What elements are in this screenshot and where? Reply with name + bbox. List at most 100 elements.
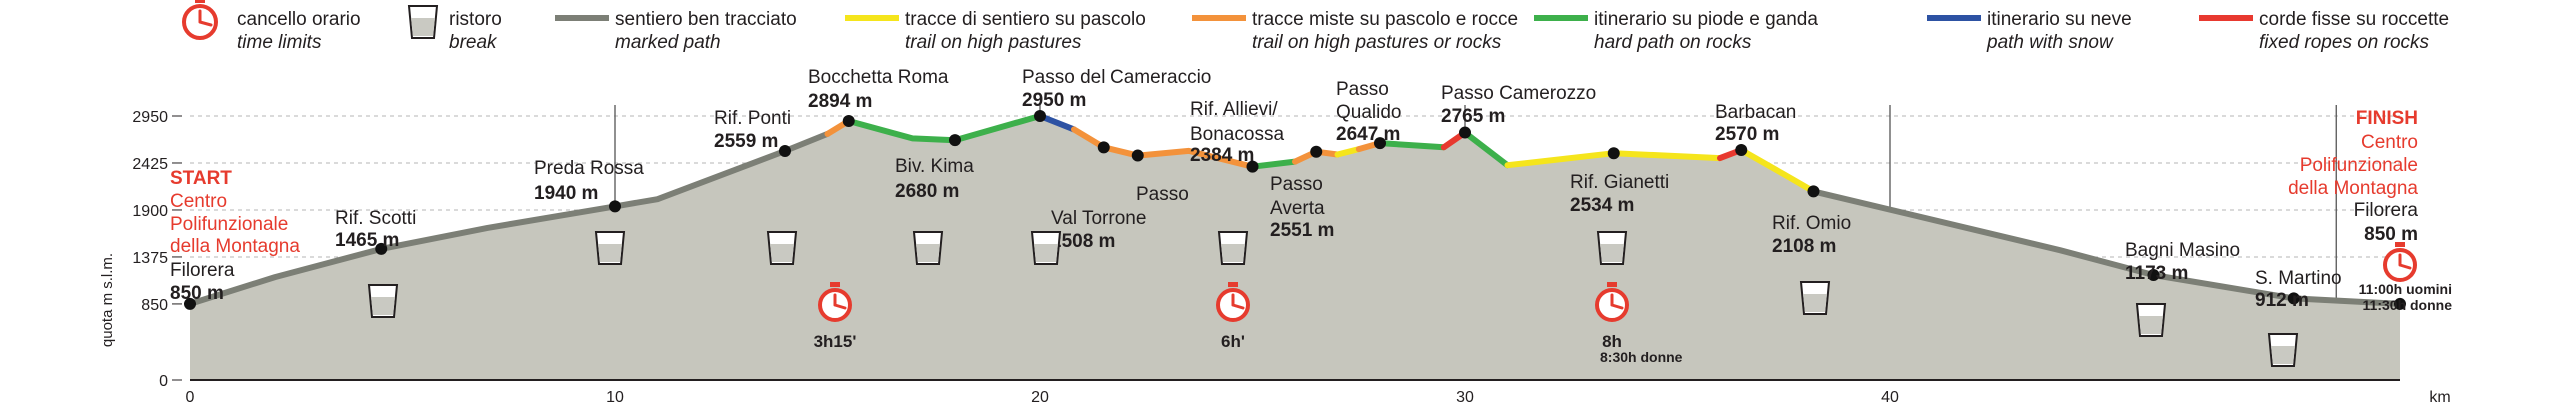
legend-swatch — [1192, 15, 1246, 21]
waypoint-name: Cameraccio — [1110, 67, 1211, 88]
waypoint-alt: 2534 m — [1570, 195, 1634, 216]
waypoint-marker — [779, 144, 791, 157]
cup-liquid — [2271, 346, 2295, 364]
y-tick-label: 0 — [159, 373, 168, 390]
cup-icon — [912, 231, 944, 265]
x-axis-label: km — [2429, 389, 2450, 406]
legend-subtitle: path with snow — [1986, 32, 2114, 53]
cup-liquid — [2139, 316, 2163, 334]
cup-icon — [2135, 303, 2167, 337]
waypoint-alt: 2894 m — [808, 91, 872, 112]
profile-segment — [1462, 129, 1511, 169]
waypoint-name: Passo Camerozzo — [1441, 83, 1596, 104]
start-line: Polifunzionale — [170, 214, 288, 235]
finish-alt: 850 m — [2364, 224, 2418, 245]
waypoint-alt: 2551 m — [1270, 220, 1334, 241]
waypoint-marker — [949, 134, 961, 147]
start-alt: 850 m — [170, 283, 224, 304]
legend-subtitle: time limits — [237, 32, 322, 53]
waypoint-marker — [1459, 126, 1471, 139]
waypoint-marker — [1034, 110, 1046, 122]
waypoint-name: Passo del — [1022, 67, 1105, 88]
legend-subtitle: trail on high pastures — [905, 32, 1082, 53]
waypoint-name: Passo — [1270, 174, 1323, 195]
gate-time: 8h — [1602, 332, 1622, 351]
finish-time: 11:30h donne — [2363, 297, 2453, 313]
profile-area — [190, 116, 2400, 380]
waypoint-alt: 2570 m — [1715, 124, 1779, 145]
cup-icon — [2267, 333, 2299, 367]
waypoint-name: Qualido — [1336, 102, 1402, 123]
waypoint-alt: 2559 m — [714, 131, 778, 152]
profile-segment — [187, 130, 831, 307]
profile-segment — [1377, 140, 1447, 151]
waypoint-alt: 1940 m — [534, 183, 598, 204]
waypoint-alt: 2384 m — [1190, 145, 1254, 166]
profile-segment — [1334, 146, 1362, 158]
profile-segment — [1134, 147, 1256, 170]
waypoint-marker — [609, 200, 621, 213]
stopwatch-crown — [830, 282, 840, 287]
profile-segment — [1504, 150, 1617, 169]
stopwatch-icon — [1595, 282, 1629, 322]
finish-line: Centro — [2361, 132, 2418, 153]
legend-subtitle: trail on high pastures or rocks — [1252, 32, 1502, 53]
waypoint-marker — [2287, 292, 2300, 305]
legend-title: sentiero ben tracciato — [615, 9, 797, 30]
waypoint-alt: 1173 m — [2125, 263, 2188, 284]
waypoint-marker — [1097, 141, 1110, 154]
waypoint-marker — [1246, 160, 1259, 173]
waypoint-marker — [1807, 185, 1820, 198]
waypoint-alt: 2950 m — [1022, 90, 1086, 111]
stopwatch-hands — [1610, 293, 1624, 310]
profile-segment — [845, 118, 958, 144]
waypoint-name: Averta — [1270, 198, 1325, 219]
waypoint-name: Rif. Ponti — [714, 108, 791, 129]
cup-icon — [1030, 231, 1062, 265]
waypoint-alt: 2765 m — [1441, 106, 1505, 127]
stopwatch-icon — [1216, 282, 1250, 322]
cup-liquid — [916, 244, 940, 262]
cup-icon — [766, 231, 798, 265]
cup-liquid — [598, 244, 622, 262]
stopwatch-hands — [833, 293, 847, 310]
waypoint-name: Rif. Omio — [1772, 213, 1851, 234]
y-tick-label: 850 — [141, 297, 168, 314]
waypoint-name: Preda Rossa — [534, 158, 644, 179]
waypoint-name: Rif. Scotti — [335, 208, 416, 229]
waypoint-marker — [1374, 137, 1386, 150]
finish-line: Polifunzionale — [2300, 155, 2418, 176]
stopwatch-icon — [182, 0, 218, 40]
waypoint-name: Bagni Masino — [2125, 240, 2240, 261]
start-label: START — [170, 168, 232, 189]
legend-title: tracce miste su pascolo e rocce — [1252, 9, 1518, 30]
waypoint-name: Rif. Allievi/ — [1190, 99, 1278, 120]
waypoint-marker — [1735, 144, 1748, 157]
cup-liquid — [1221, 244, 1245, 262]
finish-place: Filorera — [2354, 200, 2419, 221]
cup-liquid — [770, 244, 794, 262]
waypoint-marker — [1131, 149, 1144, 162]
y-tick-label: 1375 — [132, 250, 168, 267]
legend-subtitle: marked path — [615, 32, 721, 53]
cup-icon — [1799, 281, 1831, 315]
cup-liquid — [1600, 244, 1624, 262]
legend-title: tracce di sentiero su pascolo — [905, 9, 1146, 30]
waypoint-name: Rif. Gianetti — [1570, 172, 1669, 193]
waypoint-marker — [2147, 269, 2160, 282]
x-tick-label: 40 — [1881, 389, 1899, 406]
legend-swatch — [1927, 15, 1981, 21]
gate-time: 3h15' — [814, 332, 857, 351]
legend-title: ristoro — [449, 9, 502, 30]
waypoint-alt: 2108 m — [1772, 236, 1836, 257]
stopwatch-crown — [195, 0, 205, 3]
legend-title: cancello orario — [237, 9, 361, 30]
x-tick-label: 30 — [1456, 389, 1474, 406]
profile-segment — [1037, 113, 1077, 133]
cup-icon — [367, 284, 399, 318]
cup-liquid — [411, 18, 435, 36]
waypoint-alt: 1465 m — [335, 230, 399, 251]
waypoint-name: Bocchetta Roma — [808, 67, 949, 88]
y-tick-label: 2950 — [132, 109, 168, 126]
